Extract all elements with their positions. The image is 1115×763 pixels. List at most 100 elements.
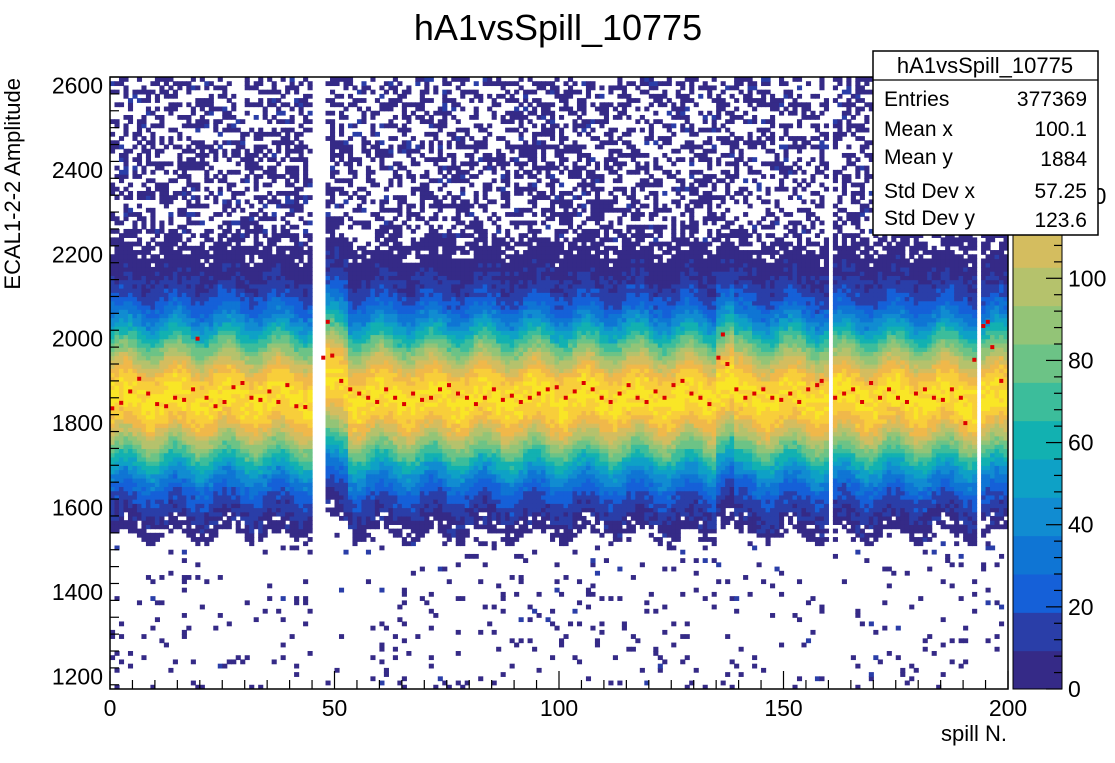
- heatmap-cell: [231, 266, 237, 272]
- heatmap-cell: [285, 452, 291, 458]
- heatmap-cell: [114, 499, 120, 504]
- heatmap-cell: [154, 296, 160, 302]
- heatmap-cell: [253, 617, 259, 623]
- heatmap-cell: [235, 321, 241, 327]
- heatmap-cell: [289, 351, 295, 357]
- heatmap-cell: [271, 469, 277, 475]
- heatmap-cell: [136, 317, 143, 323]
- heatmap-cell: [244, 477, 250, 483]
- heatmap-cell: [244, 321, 250, 327]
- heatmap-cell: [199, 304, 205, 310]
- heatmap-cell: [361, 494, 367, 500]
- heatmap-cell: [379, 486, 385, 492]
- heatmap-cell: [294, 342, 300, 348]
- heatmap-cell: [204, 161, 210, 167]
- heatmap-cell: [271, 397, 277, 403]
- heatmap-cell: [379, 469, 385, 475]
- heatmap-cell: [177, 401, 183, 407]
- heatmap-cell: [258, 271, 264, 276]
- heatmap-cell: [154, 330, 160, 336]
- heatmap-cell: [177, 85, 183, 91]
- heatmap-cell: [303, 161, 309, 167]
- heatmap-cell: [330, 494, 336, 500]
- heatmap-cell: [307, 524, 313, 530]
- heatmap-cell: [343, 334, 349, 340]
- heatmap-cell: [110, 634, 116, 639]
- heatmap-cell: [361, 406, 367, 412]
- heatmap-cell: [114, 494, 120, 500]
- heatmap-cell: [159, 186, 165, 192]
- heatmap-cell: [159, 309, 165, 314]
- heatmap-cell: [204, 174, 210, 179]
- heatmap-cell: [330, 102, 336, 108]
- heatmap-cell: [244, 266, 250, 272]
- heatmap-cell: [338, 456, 345, 462]
- heatmap-cell: [258, 507, 264, 513]
- heatmap-cell: [280, 477, 286, 483]
- heatmap-cell: [110, 655, 116, 661]
- heatmap-cell: [365, 410, 372, 416]
- heatmap-cell: [343, 237, 349, 243]
- heatmap-cell: [110, 279, 116, 285]
- heatmap-cell: [325, 271, 331, 276]
- heatmap-cell: [181, 431, 187, 437]
- heatmap-cell: [114, 477, 120, 483]
- heatmap-cell: [150, 427, 156, 433]
- heatmap-cell: [159, 190, 165, 196]
- heatmap-cell: [361, 486, 367, 492]
- heatmap-cell: [195, 245, 201, 251]
- heatmap-cell: [379, 452, 385, 458]
- heatmap-cell: [338, 507, 345, 513]
- heatmap-cell: [177, 397, 183, 403]
- heatmap-cell: [163, 300, 169, 306]
- heatmap-cell: [347, 359, 354, 365]
- heatmap-cell: [334, 414, 340, 420]
- heatmap-cell: [231, 389, 237, 395]
- heatmap-cell: [177, 444, 183, 450]
- heatmap-cell: [289, 207, 295, 213]
- heatmap-cell: [343, 266, 349, 272]
- heatmap-cell: [226, 309, 232, 314]
- heatmap-cell: [356, 528, 363, 534]
- heatmap-cell: [136, 241, 143, 247]
- heatmap-cell: [253, 309, 259, 314]
- heatmap-cell: [199, 469, 205, 475]
- heatmap-cell: [172, 93, 178, 99]
- heatmap-cell: [145, 110, 152, 116]
- heatmap-cell: [347, 486, 354, 492]
- heatmap-cell: [343, 81, 349, 87]
- heatmap-cell: [262, 376, 268, 382]
- heatmap-cell: [195, 119, 201, 125]
- heatmap-cell: [181, 190, 187, 196]
- heatmap-cell: [177, 190, 183, 196]
- heatmap-cell: [271, 152, 277, 158]
- heatmap-cell: [240, 494, 246, 500]
- heatmap-cell: [110, 347, 116, 352]
- heatmap-cell: [307, 418, 313, 424]
- heatmap-cell: [217, 448, 223, 454]
- heatmap-cell: [307, 342, 313, 348]
- heatmap-cell: [204, 524, 210, 530]
- heatmap-cell: [110, 300, 116, 306]
- heatmap-cell: [253, 359, 259, 365]
- heatmap-cell: [222, 663, 228, 669]
- heatmap-cell: [325, 250, 331, 255]
- heatmap-cell: [356, 410, 363, 416]
- heatmap-cell: [141, 258, 147, 264]
- heatmap-cell: [172, 347, 178, 352]
- heatmap-cell: [334, 482, 340, 488]
- heatmap-cell: [249, 389, 255, 395]
- heatmap-cell: [231, 393, 237, 399]
- heatmap-cell: [123, 389, 129, 395]
- heatmap-cell: [235, 292, 241, 298]
- heatmap-cell: [163, 237, 169, 243]
- heatmap-cell: [235, 304, 241, 310]
- heatmap-cell: [226, 486, 232, 492]
- heatmap-cell: [289, 435, 295, 441]
- heatmap-cell: [217, 376, 223, 382]
- heatmap-cell: [136, 444, 143, 450]
- heatmap-cell: [145, 461, 152, 466]
- heatmap-cell: [280, 292, 286, 298]
- heatmap-cell: [303, 385, 309, 390]
- heatmap-cell: [190, 321, 196, 327]
